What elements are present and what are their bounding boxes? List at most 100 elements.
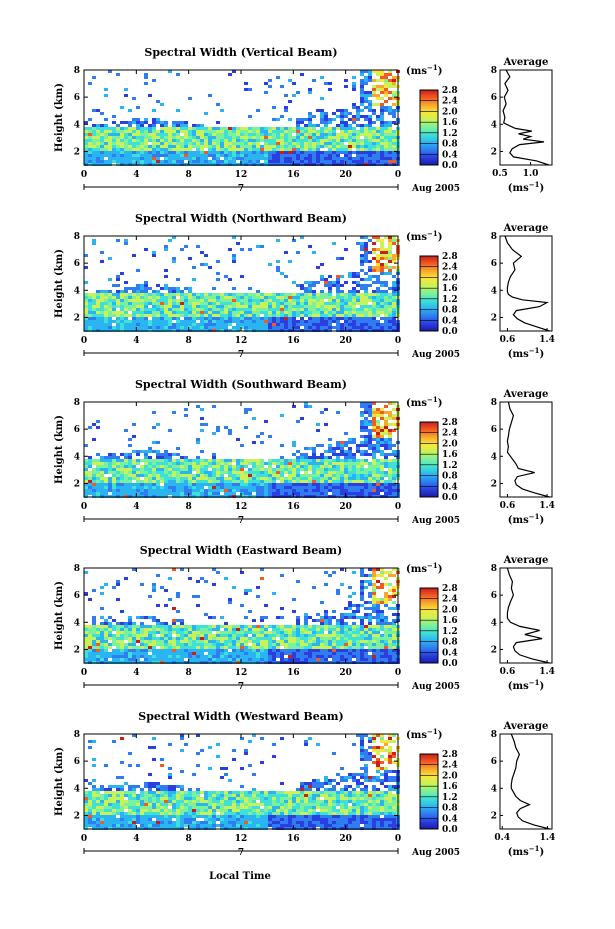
heatmap-cell <box>92 628 96 631</box>
heatmap-cell <box>296 91 300 94</box>
heatmap-cell <box>88 308 92 311</box>
heatmap-cell <box>176 592 180 595</box>
heatmap-cell <box>264 145 268 148</box>
heatmap-cell <box>384 290 388 293</box>
heatmap-cell <box>308 323 312 326</box>
heatmap-cell <box>360 103 364 106</box>
heatmap-cell <box>352 82 356 85</box>
heatmap-cell <box>240 133 244 136</box>
heatmap-cell <box>288 462 292 465</box>
heatmap-cell <box>340 127 344 130</box>
heatmap-cell <box>96 124 100 127</box>
heatmap-cell <box>168 302 172 305</box>
heatmap-cell <box>196 655 200 658</box>
heatmap-cell <box>168 154 172 157</box>
heatmap-cell <box>160 655 164 658</box>
heatmap-cell <box>332 462 336 465</box>
heatmap-cell <box>104 649 108 652</box>
heatmap-cell <box>308 299 312 302</box>
heatmap-cell <box>332 299 336 302</box>
heatmap-cell <box>88 320 92 323</box>
heatmap-cell <box>252 480 256 483</box>
heatmap-cell <box>316 151 320 154</box>
heatmap-cell <box>248 589 252 592</box>
heatmap-cell <box>244 477 248 480</box>
heatmap-cell <box>336 411 340 414</box>
heatmap-cell <box>104 486 108 489</box>
heatmap-cell <box>212 142 216 145</box>
heatmap-cell <box>344 157 348 160</box>
heatmap-cell <box>88 311 92 314</box>
heatmap-cell <box>324 293 328 296</box>
heatmap-cell <box>376 160 380 163</box>
heatmap-cell <box>156 148 160 151</box>
heatmap-cell <box>108 468 112 471</box>
heatmap-cell <box>372 248 376 251</box>
heatmap-cell <box>168 471 172 474</box>
heatmap-cell <box>156 462 160 465</box>
heatmap-cell <box>224 634 228 637</box>
heatmap-cell <box>300 296 304 299</box>
heatmap-cell <box>352 465 356 468</box>
heatmap-cell <box>392 290 396 293</box>
heatmap-cell <box>304 290 308 293</box>
average-xlabel-sup: −1 <box>529 512 540 521</box>
heatmap-cell <box>276 483 280 486</box>
heatmap-cell <box>388 79 392 82</box>
heatmap-cell <box>132 474 136 477</box>
heatmap-cell <box>256 139 260 142</box>
heatmap-cell <box>196 640 200 643</box>
heatmap-cell <box>236 634 240 637</box>
heatmap-cell <box>212 489 216 492</box>
heatmap-cell <box>236 145 240 148</box>
average-y-tick-label: 6 <box>491 425 497 435</box>
heatmap-cell <box>228 248 232 251</box>
heatmap-cell <box>216 311 220 314</box>
heatmap-cell <box>228 145 232 148</box>
heatmap-cell <box>132 643 136 646</box>
heatmap-cell <box>388 462 392 465</box>
heatmap-cell <box>220 148 224 151</box>
heatmap-cell <box>324 462 328 465</box>
heatmap-cell <box>320 326 324 329</box>
heatmap-cell <box>392 296 396 299</box>
heatmap-cell <box>188 302 192 305</box>
heatmap-cell <box>388 414 392 417</box>
heatmap-cell <box>352 462 356 465</box>
heatmap-cell <box>236 459 240 462</box>
heatmap-cell <box>216 260 220 263</box>
heatmap-cell <box>316 124 320 127</box>
heatmap-cell <box>376 79 380 82</box>
heatmap-cell <box>368 91 372 94</box>
heatmap-cell <box>172 453 176 456</box>
panel-4: Spectral Width (Eastward Beam)Height (km… <box>54 544 555 692</box>
heatmap-cell <box>284 142 288 145</box>
heatmap-cell <box>160 287 164 290</box>
heatmap-cell <box>288 136 292 139</box>
heatmap-cell <box>380 326 384 329</box>
heatmap-cell <box>232 652 236 655</box>
heatmap-cell <box>108 459 112 462</box>
heatmap-cell <box>272 308 276 311</box>
heatmap-cell <box>256 652 260 655</box>
heatmap-cell <box>220 625 224 628</box>
heatmap-cell <box>84 127 88 130</box>
heatmap-cell <box>260 631 264 634</box>
heatmap-cell <box>192 646 196 649</box>
heatmap-cell <box>144 462 148 465</box>
heatmap-cell <box>308 649 312 652</box>
heatmap-cell <box>256 480 260 483</box>
heatmap-cell <box>244 589 248 592</box>
heatmap-cell <box>148 492 152 495</box>
heatmap-cell <box>172 160 176 163</box>
heatmap-cell <box>248 637 252 640</box>
heatmap-cell <box>160 124 164 127</box>
heatmap-cell <box>116 290 120 293</box>
heatmap-cell <box>216 634 220 637</box>
heatmap-cell <box>84 483 88 486</box>
heatmap-cell <box>200 459 204 462</box>
heatmap-cell <box>120 317 124 320</box>
heatmap-cell <box>340 112 344 115</box>
heatmap-cell <box>204 142 208 145</box>
heatmap-cell <box>292 127 296 130</box>
